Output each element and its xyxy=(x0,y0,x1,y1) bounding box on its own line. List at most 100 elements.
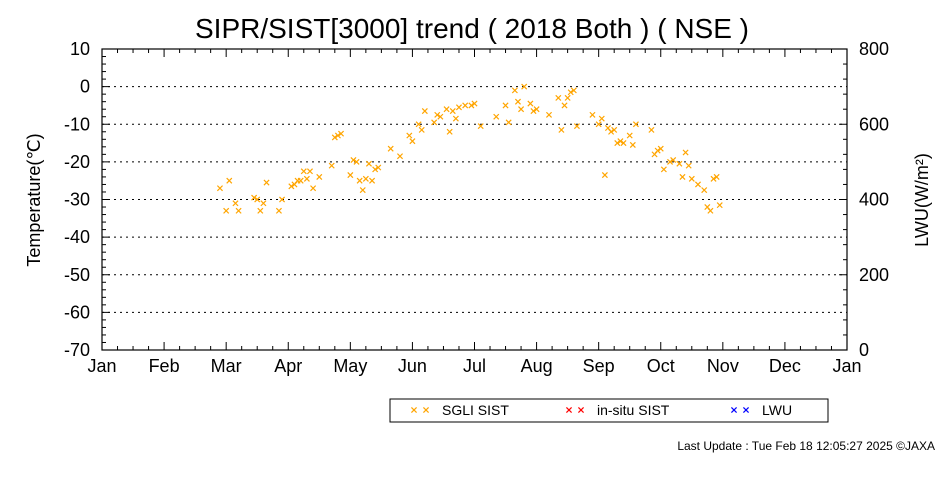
data-point xyxy=(477,123,484,130)
y-left-tick-label: -30 xyxy=(64,190,90,210)
data-point xyxy=(452,115,459,122)
y-axis-right-label: LWU(W/m²) xyxy=(912,153,932,247)
data-point xyxy=(300,168,307,175)
x-tick-label: Aug xyxy=(521,356,553,376)
x-tick-label: Mar xyxy=(211,356,242,376)
y-left-tick-label: -20 xyxy=(64,152,90,172)
grid-lines xyxy=(102,86,847,313)
y-left-tick-label: -60 xyxy=(64,302,90,322)
data-point xyxy=(632,121,639,128)
data-point xyxy=(235,207,242,214)
x-tick-label: Apr xyxy=(274,356,302,376)
data-point xyxy=(359,187,366,194)
data-point xyxy=(682,149,689,156)
data-point xyxy=(303,175,310,182)
data-point xyxy=(421,108,428,115)
data-point xyxy=(418,126,425,133)
data-point xyxy=(297,177,304,184)
data-point xyxy=(676,160,683,167)
legend-marker xyxy=(422,406,430,414)
data-point xyxy=(685,162,692,169)
x-tick-label: Jun xyxy=(398,356,427,376)
x-tick-label: Jan xyxy=(87,356,116,376)
y-right-tick-label: 400 xyxy=(859,190,889,210)
y-right-tick-label: 0 xyxy=(859,340,869,360)
data-point xyxy=(657,145,664,152)
data-point xyxy=(511,87,518,94)
data-point xyxy=(608,128,615,135)
data-point xyxy=(350,156,357,164)
data-point xyxy=(356,177,363,184)
x-tick-label: Dec xyxy=(769,356,801,376)
data-point xyxy=(688,175,695,182)
data-point xyxy=(387,145,394,152)
data-point xyxy=(254,196,261,203)
data-point xyxy=(527,100,534,107)
data-point xyxy=(713,173,720,180)
data-point xyxy=(558,126,565,133)
data-point xyxy=(279,196,286,203)
data-point xyxy=(648,126,655,133)
data-point xyxy=(564,94,571,101)
data-point xyxy=(396,153,404,160)
data-point xyxy=(620,140,627,147)
data-point xyxy=(455,104,463,111)
data-point xyxy=(446,128,453,135)
x-tick-label: Jul xyxy=(463,356,486,376)
y-left-tick-label: -50 xyxy=(64,265,90,285)
data-point xyxy=(257,207,264,214)
data-point xyxy=(626,132,633,139)
data-point xyxy=(514,98,521,105)
data-point xyxy=(449,108,456,115)
data-point xyxy=(493,113,500,120)
data-point xyxy=(502,102,509,109)
data-point xyxy=(598,115,605,122)
data-point xyxy=(443,106,450,113)
data-point xyxy=(595,121,602,128)
x-tick-label: Jan xyxy=(832,356,861,376)
x-tick-label: May xyxy=(333,356,367,376)
y-left-tick-label: -70 xyxy=(64,340,90,360)
x-tick-label: Nov xyxy=(707,356,739,376)
data-point xyxy=(251,194,258,201)
data-point xyxy=(334,132,341,139)
data-point xyxy=(614,140,621,147)
data-point xyxy=(216,185,223,192)
data-point xyxy=(601,172,608,179)
data-point xyxy=(316,173,323,180)
data-point xyxy=(431,119,438,126)
legend-box xyxy=(389,398,829,423)
data-point xyxy=(533,106,540,113)
data-point xyxy=(328,162,335,169)
last-update-text: Last Update : Tue Feb 18 12:05:27 2025 ©… xyxy=(677,439,935,453)
data-point xyxy=(570,87,577,94)
data-point xyxy=(226,177,233,184)
data-point xyxy=(670,156,677,164)
y-right-tick-label: 800 xyxy=(859,39,889,59)
data-point xyxy=(518,106,525,113)
data-point xyxy=(409,138,416,145)
y-axis-left-label: Temperature(℃) xyxy=(24,133,44,266)
data-point xyxy=(462,102,469,109)
y-left-tick-label: -40 xyxy=(64,227,90,247)
data-point xyxy=(468,102,475,109)
data-point xyxy=(471,100,478,107)
legend: SGLI SIST in-situ SIST LWU xyxy=(389,398,829,423)
data-point xyxy=(707,207,714,214)
data-point xyxy=(415,121,422,128)
data-point xyxy=(660,166,667,173)
tick-labels: 100-10-20-30-40-50-60-708006004002000Jan… xyxy=(64,39,889,376)
data-point xyxy=(667,158,674,165)
x-tick-label: Feb xyxy=(149,356,180,376)
data-point xyxy=(275,207,282,214)
y-right-tick-label: 600 xyxy=(859,114,889,134)
y-right-tick-label: 200 xyxy=(859,265,889,285)
legend-marker xyxy=(577,406,585,414)
data-point xyxy=(263,179,270,186)
y-left-tick-label: -10 xyxy=(64,114,90,134)
legend-marker xyxy=(410,406,418,414)
axis-ticks xyxy=(101,48,848,351)
data-point xyxy=(362,175,369,182)
data-point xyxy=(437,113,444,120)
